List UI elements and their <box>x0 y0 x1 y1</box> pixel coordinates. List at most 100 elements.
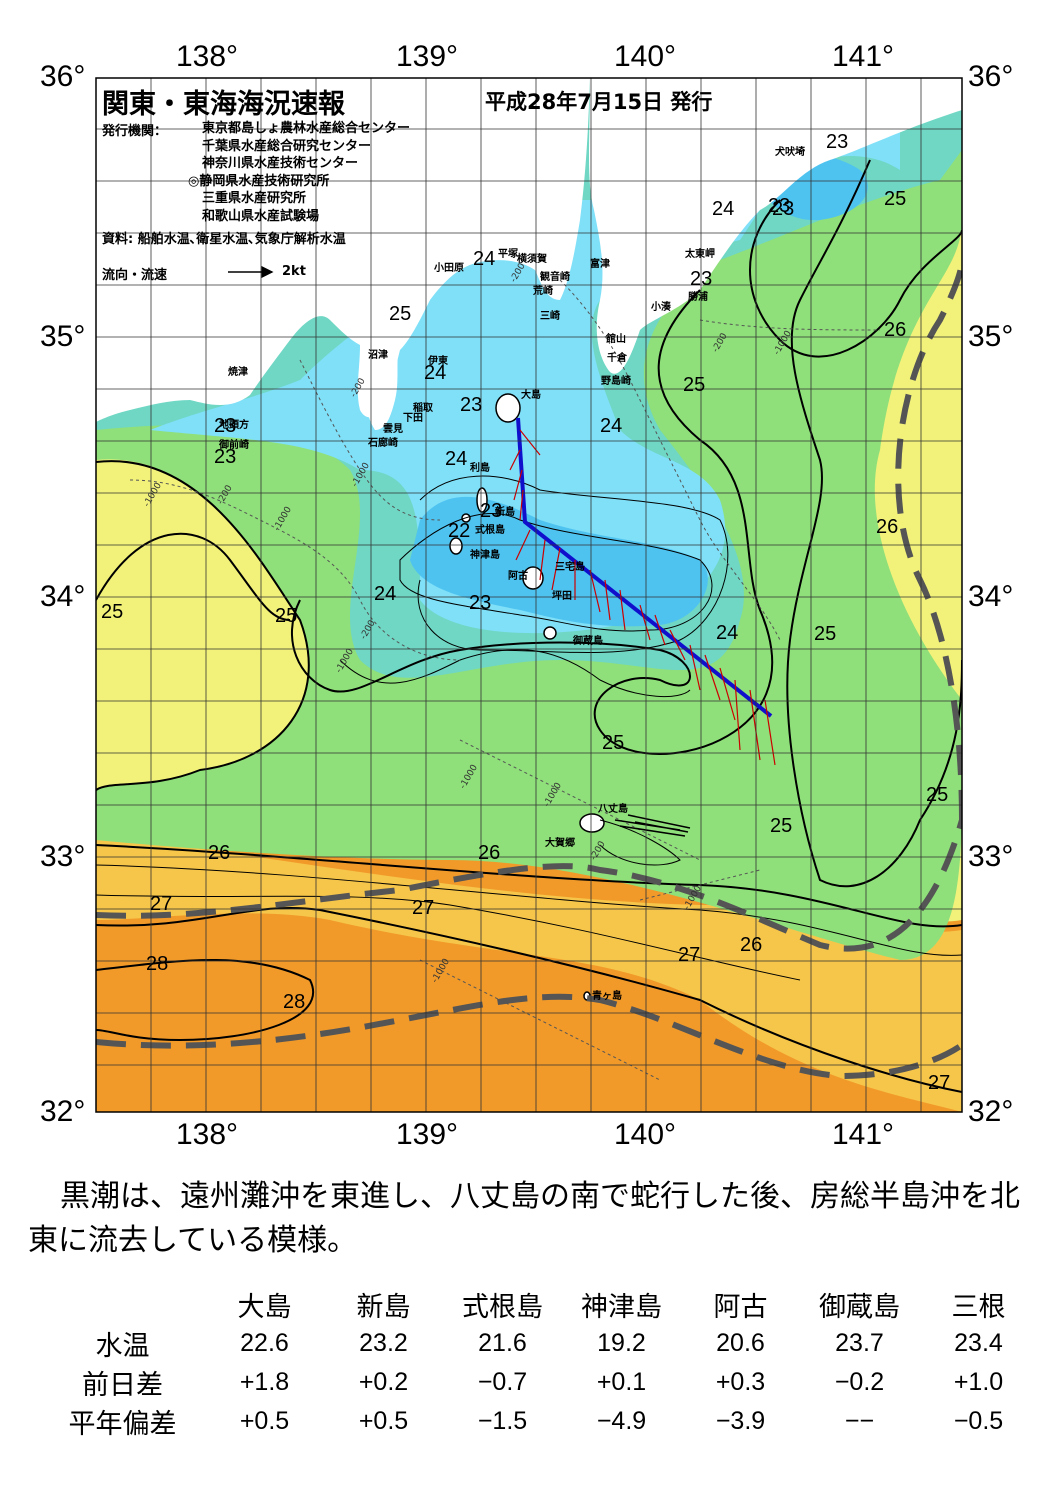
place-label: 勝浦 <box>688 292 708 303</box>
publisher-2: 千葉県水産総合研究センター <box>202 138 372 154</box>
isotherm-label: 23 <box>214 415 237 437</box>
lon-label-138: 138° <box>176 40 239 73</box>
island-oshima <box>495 393 521 423</box>
island-niijima <box>476 487 488 513</box>
lat-label-36: 36° <box>40 60 86 93</box>
band-22 <box>410 496 708 627</box>
lat-lon-grid <box>96 78 962 1112</box>
row-label: 平年偏差 <box>68 1409 177 1440</box>
place-label: 太東岬 <box>685 249 715 260</box>
place-label: 下田 <box>403 413 423 424</box>
station-header: 新島 <box>356 1292 411 1323</box>
place-label: 千倉 <box>607 353 627 364</box>
lat-label-32: 32° <box>40 1095 86 1128</box>
stat-cell: −1.5 <box>477 1407 528 1435</box>
isotherm-label: 25 <box>884 188 907 210</box>
stat-cell: 23.2 <box>359 1329 408 1357</box>
stats-corner <box>40 1285 205 1324</box>
isotherm-label: 22 <box>448 520 471 542</box>
stats-row-day-diff: 前日差 +1.8 +0.2 −0.7 +0.1 +0.3 −0.2 +1.0 <box>40 1363 1038 1402</box>
legend-label: 流向・流速 <box>102 268 168 283</box>
isotherm-label: 25 <box>101 601 124 623</box>
stat-cell: +0.5 <box>239 1407 290 1435</box>
place-label: 八丈島 <box>598 804 628 815</box>
isotherm-label: 26 <box>884 319 907 341</box>
place-label: 平塚 <box>498 249 518 260</box>
station-stats-table: 大島 新島 式根島 神津島 阿古 御蔵島 三根 水温 22.6 23.2 21.… <box>40 1285 1038 1441</box>
lat-label-32-right: 32° <box>968 1095 1014 1128</box>
place-label: 御前崎 <box>219 440 249 451</box>
stat-cell: 21.6 <box>478 1329 527 1357</box>
station-header: 御蔵島 <box>819 1292 900 1323</box>
station-header: 阿古 <box>713 1292 768 1323</box>
stat-cell: −0.5 <box>953 1407 1004 1435</box>
isotherm-label: 24 <box>712 198 735 220</box>
isotherm-label: 25 <box>389 303 412 325</box>
data-sources: 資料: 船舶水温､衛星水温､気象庁解析水温 <box>102 232 346 247</box>
isotherm-label: 25 <box>275 605 298 627</box>
publisher-list: 東京都島しょ農林水産総合センター 千葉県水産総合研究センター 神奈川県水産技術セ… <box>188 120 410 226</box>
lon-label-140-bottom: 140° <box>614 1118 677 1151</box>
isotherm-label: 27 <box>412 897 435 919</box>
lat-label-33-right: 33° <box>968 840 1014 873</box>
isotherm-label: 23 <box>690 268 713 290</box>
stat-cell: 20.6 <box>716 1329 765 1357</box>
isotherm-label: 24 <box>424 362 447 384</box>
stat-cell: 19.2 <box>597 1329 646 1357</box>
place-label: 神津島 <box>470 550 500 561</box>
stat-cell: −− <box>844 1407 875 1435</box>
isotherm-label: 23 <box>826 131 849 153</box>
place-label: 三宅島 <box>555 562 585 573</box>
sea-temperature-map: 138° 139° 140° 141° 138° 139° 140° 141° … <box>40 40 1014 1151</box>
stat-cell: +0.3 <box>715 1368 766 1396</box>
row-label: 水温 <box>95 1331 150 1362</box>
stat-cell: 22.6 <box>240 1329 289 1357</box>
lat-label-35-right: 35° <box>968 320 1014 353</box>
publisher-4: ◎静岡県水産技術研究所 <box>188 173 330 189</box>
lat-label-35: 35° <box>40 320 86 353</box>
isotherm-label: 23 <box>469 592 492 614</box>
isotherm-lines <box>96 159 962 1093</box>
lon-label-141: 141° <box>832 40 895 73</box>
isotherm-label: 24 <box>716 622 739 644</box>
place-label: 雲見 <box>383 424 403 435</box>
place-label: 地頭方 <box>219 420 249 431</box>
isotherm-label: 25 <box>814 623 837 645</box>
lon-label-138-bottom: 138° <box>176 1118 239 1151</box>
station-header: 式根島 <box>462 1292 543 1323</box>
stat-cell: +0.2 <box>358 1368 409 1396</box>
isotherm-label: 28 <box>283 991 306 1013</box>
publisher-5: 三重県水産研究所 <box>202 191 307 207</box>
island-hachijojima <box>579 813 605 833</box>
isotherm-label: 23 <box>772 198 795 220</box>
current-vectors-hachijo <box>614 814 691 837</box>
stats-row-anomaly: 平年偏差 +0.5 +0.5 −1.5 −4.9 −3.9 −− −0.5 <box>40 1402 1038 1441</box>
place-label: 三崎 <box>540 311 560 322</box>
stat-cell: 23.4 <box>954 1329 1003 1357</box>
place-label: 御蔵島 <box>573 636 603 647</box>
place-label: 阿古 <box>508 571 528 582</box>
stat-cell: 23.7 <box>835 1329 884 1357</box>
place-label: 利島 <box>470 463 490 474</box>
issue-date: 平成28年7月15日 発行 <box>485 90 713 114</box>
place-label: 石廊崎 <box>368 438 398 449</box>
stats-header-row: 大島 新島 式根島 神津島 阿古 御蔵島 三根 <box>40 1285 1038 1324</box>
land-boso <box>589 78 962 374</box>
lon-label-141-bottom: 141° <box>832 1118 895 1151</box>
stat-cell: −0.7 <box>477 1368 528 1396</box>
place-label: 新島 <box>495 507 515 518</box>
kuroshio-axis <box>96 259 962 1080</box>
stats-row-water-temp: 水温 22.6 23.2 21.6 19.2 20.6 23.7 23.4 <box>40 1324 1038 1363</box>
lon-label-139-bottom: 139° <box>396 1118 459 1151</box>
isotherm-label: 25 <box>770 815 793 837</box>
place-label: 小湊 <box>651 302 671 313</box>
isotherm-label: 26 <box>478 842 501 864</box>
station-header: 大島 <box>237 1292 292 1323</box>
band-27 <box>96 835 962 1112</box>
stat-cell: −0.2 <box>834 1368 885 1396</box>
place-label: 式根島 <box>475 525 505 536</box>
isotherm-label: 26 <box>876 516 899 538</box>
place-label: 観音崎 <box>540 272 570 283</box>
isotherm-label: 23 <box>214 446 237 468</box>
isotherm-label: 25 <box>683 374 706 396</box>
